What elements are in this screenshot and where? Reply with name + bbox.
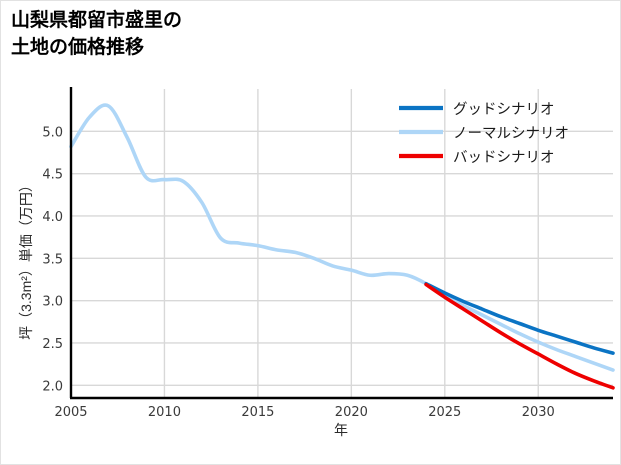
series-line-bad — [424, 282, 615, 390]
y-tick-5.0: 5.0 — [42, 125, 63, 140]
page-title: 山梨県都留市盛里の 土地の価格推移 — [11, 10, 183, 58]
y-tick-2.0: 2.0 — [42, 379, 63, 394]
series-layer — [69, 103, 615, 390]
x-tick-2010: 2010 — [148, 405, 181, 420]
x-tick-2005: 2005 — [54, 405, 87, 420]
legend-label-good: グッドシナリオ — [453, 101, 555, 118]
x-tick-2020: 2020 — [335, 405, 368, 420]
y-tick-4.0: 4.0 — [42, 210, 63, 225]
x-tick-2025: 2025 — [428, 405, 461, 420]
x-tick-labels: 2005 2010 2015 2020 2025 2030 — [54, 405, 554, 420]
legend-label-bad: バッドシナリオ — [453, 150, 555, 166]
x-tick-2030: 2030 — [522, 405, 555, 420]
y-tick-labels: 2.0 2.5 3.0 3.5 4.0 4.5 5.0 — [42, 125, 63, 394]
series-line-normal — [69, 103, 615, 372]
x-tick-2015: 2015 — [241, 405, 274, 420]
x-axis-title: 年 — [334, 422, 348, 438]
y-tick-2.5: 2.5 — [42, 337, 63, 352]
axes-layer — [69, 87, 613, 400]
y-tick-3.0: 3.0 — [42, 295, 63, 310]
y-tick-4.5: 4.5 — [42, 168, 63, 183]
legend-label-normal: ノーマルシナリオ — [453, 126, 569, 142]
series-line-good — [424, 281, 615, 355]
y-axis-title: 坪（3.3m²）単価（万円） — [18, 178, 34, 340]
y-tick-3.5: 3.5 — [42, 252, 63, 267]
